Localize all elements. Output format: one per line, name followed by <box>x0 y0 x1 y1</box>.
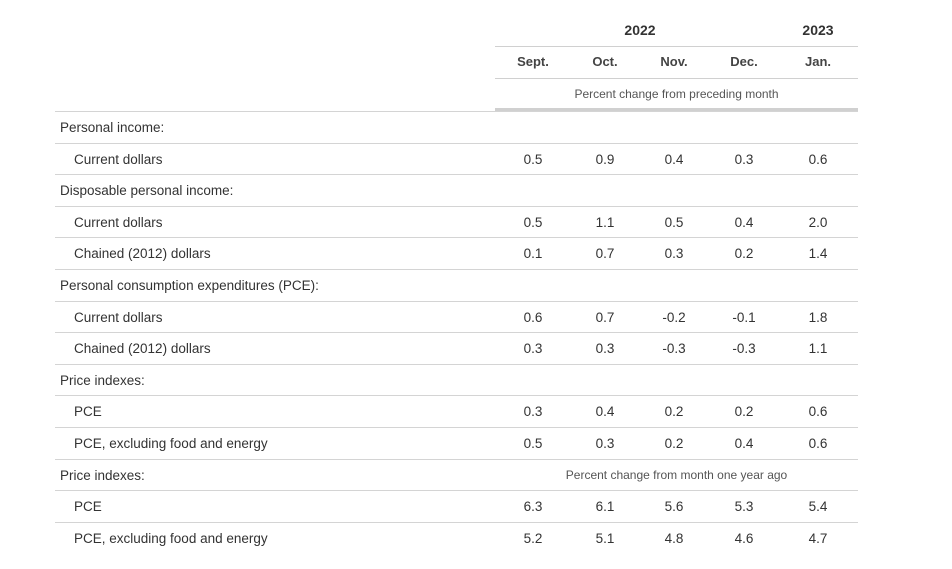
table-cell: 0.7 <box>595 246 615 262</box>
table-cell: 4.6 <box>734 530 754 546</box>
table-cell: -0.1 <box>732 309 756 325</box>
row-label: Current dollars <box>74 214 163 230</box>
table-cell: 0.9 <box>595 151 615 167</box>
table-cell: 0.4 <box>734 214 754 230</box>
row-label: PCE, excluding food and energy <box>74 530 268 546</box>
table-cell: 6.3 <box>523 499 543 515</box>
table-cell: 4.8 <box>664 530 684 546</box>
year-header-row: 2022 2023 <box>55 12 858 47</box>
table-row: Price indexes: Percent change from month … <box>55 458 858 491</box>
table-row: Current dollars 0.5 0.9 0.4 0.3 0.6 <box>55 142 858 175</box>
table-cell: 1.8 <box>808 309 828 325</box>
row-label: PCE, excluding food and energy <box>74 435 268 451</box>
table-cell: 0.4 <box>595 404 615 420</box>
table-cell: 5.4 <box>808 499 828 515</box>
table-cell: 0.5 <box>523 435 543 451</box>
table-cell: 1.1 <box>808 341 828 357</box>
income-outlays-table: 2022 2023 Sept. Oct. Nov. Dec. Jan. Perc… <box>55 12 858 553</box>
table-cell: 0.4 <box>734 435 754 451</box>
table-cell: 0.5 <box>523 151 543 167</box>
table-cell: 0.5 <box>523 214 543 230</box>
table-row: PCE, excluding food and energy 0.5 0.3 0.2 0… <box>55 426 858 459</box>
units-note-row: Percent change from preceding month <box>55 78 858 111</box>
table-row: Current dollars 0.6 0.7 -0.2 -0.1 1.8 <box>55 300 858 333</box>
table-cell: 0.3 <box>523 341 543 357</box>
units-note: Percent change from month one year ago <box>565 467 788 482</box>
header-divider <box>495 78 858 79</box>
table-cell: 0.4 <box>664 151 684 167</box>
table-cell: 6.1 <box>595 499 615 515</box>
table-row: Chained (2012) dollars 0.1 0.7 0.3 0.2 1.4 <box>55 237 858 269</box>
table-row: Personal consumption expenditures (PCE): <box>55 268 858 301</box>
month-header-nov: Nov. <box>660 54 688 69</box>
row-label: PCE <box>74 499 102 515</box>
table-cell: 0.1 <box>523 246 543 262</box>
table-row: PCE 6.3 6.1 5.6 5.3 5.4 <box>55 490 858 522</box>
table-cell: 0.2 <box>734 404 754 420</box>
row-label: PCE <box>74 404 102 420</box>
table-cell: 2.0 <box>808 214 828 230</box>
header-divider <box>495 46 858 47</box>
table-row: Current dollars 0.5 1.1 0.5 0.4 2.0 <box>55 205 858 238</box>
month-header-oct: Oct. <box>592 54 618 69</box>
table-cell: 0.3 <box>595 435 615 451</box>
table-cell: 0.6 <box>808 151 828 167</box>
table-cell: 5.6 <box>664 499 684 515</box>
table-cell: 0.6 <box>808 404 828 420</box>
table-body: Personal income: Current dollars 0.5 0.9 0.4… <box>55 111 858 553</box>
table-row: Chained (2012) dollars 0.3 0.3 -0.3 -0.3 1.1 <box>55 332 858 364</box>
table-cell: -0.3 <box>732 341 756 357</box>
month-header-row: Sept. Oct. Nov. Dec. Jan. <box>55 46 858 79</box>
row-label: Current dollars <box>74 151 163 167</box>
year-2022-header: 2022 <box>624 22 656 38</box>
table-row: PCE 0.3 0.4 0.2 0.2 0.6 <box>55 395 858 427</box>
table-cell: 0.3 <box>595 341 615 357</box>
table-cell: 0.2 <box>664 404 684 420</box>
row-group-label: Personal income: <box>60 120 165 135</box>
table-row: PCE, excluding food and energy 5.2 5.1 4.8 4… <box>55 521 858 554</box>
table-row: Disposable personal income: <box>55 174 858 206</box>
row-group-label: Price indexes: <box>60 467 145 483</box>
table-row: Price indexes: <box>55 363 858 396</box>
month-header-jan: Jan. <box>804 54 831 69</box>
row-group-label: Price indexes: <box>60 372 145 388</box>
table-cell: 1.1 <box>595 214 615 230</box>
month-header-dec: Dec. <box>730 54 758 69</box>
table-row: Personal income: <box>55 111 858 143</box>
table-cell: 5.2 <box>523 530 543 546</box>
table-cell: 0.3 <box>734 151 754 167</box>
month-header-sept: Sept. <box>517 54 549 69</box>
row-label: Chained (2012) dollars <box>74 341 211 357</box>
row-label: Chained (2012) dollars <box>74 246 211 262</box>
table-cell: 0.3 <box>664 246 684 262</box>
header-thick-divider <box>495 108 858 111</box>
row-group-label: Disposable personal income: <box>60 183 234 199</box>
table-cell: 0.5 <box>664 214 684 230</box>
table-cell: 1.4 <box>808 246 828 262</box>
table-cell: 0.6 <box>808 435 828 451</box>
table-cell: 0.2 <box>734 246 754 262</box>
table-cell: 5.3 <box>734 499 754 515</box>
table-cell: 0.6 <box>523 309 543 325</box>
row-group-label: Personal consumption expenditures (PCE): <box>60 277 319 293</box>
table-cell: 4.7 <box>808 530 828 546</box>
row-label: Current dollars <box>74 309 163 325</box>
units-note: Percent change from preceding month <box>574 87 779 101</box>
year-2023-header: 2023 <box>802 22 834 38</box>
table-cell: -0.3 <box>662 341 686 357</box>
table-cell: 5.1 <box>595 530 615 546</box>
table-cell: 0.3 <box>523 404 543 420</box>
table-cell: 0.7 <box>595 309 615 325</box>
table-cell: -0.2 <box>662 309 686 325</box>
table-cell: 0.2 <box>664 435 684 451</box>
